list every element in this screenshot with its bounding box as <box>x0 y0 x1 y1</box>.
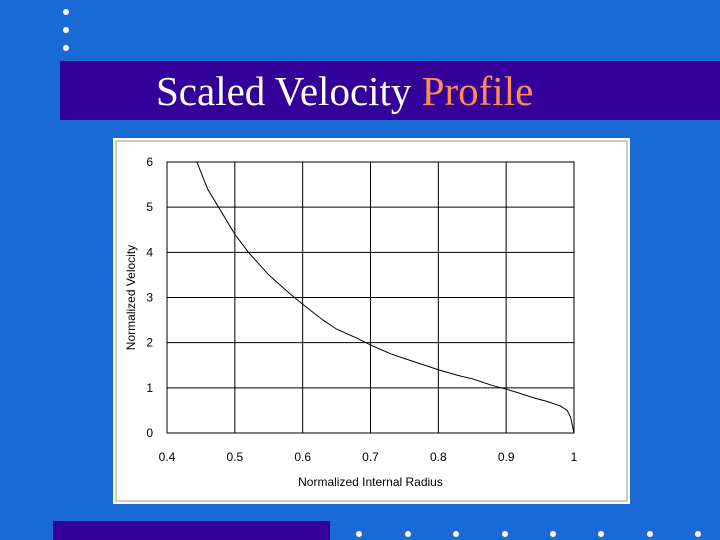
bullet-dot <box>356 531 362 537</box>
bullet-dot <box>405 531 411 537</box>
chart-border <box>115 140 628 502</box>
bullet-dot <box>63 9 69 15</box>
y-tick-label: 2 <box>146 336 153 350</box>
bullet-dot <box>598 531 604 537</box>
slide-title-main: Scaled Velocity <box>156 68 412 114</box>
bullet-dot <box>502 531 508 537</box>
bullet-dot <box>63 45 69 51</box>
y-tick-label: 6 <box>146 155 153 169</box>
y-tick-label: 1 <box>146 381 153 395</box>
y-axis-label: Normalized Velocity <box>124 245 138 350</box>
chart-frame: 0.4 0.5 0.6 0.7 0.8 0.9 1 0 1 2 3 4 5 6 Normalized I… <box>113 138 630 504</box>
x-axis-label: Normalized Internal Radius <box>298 475 443 489</box>
x-tick-label: 0.8 <box>430 450 447 464</box>
y-tick-label: 5 <box>146 200 153 214</box>
slide-title-accent: Profile <box>421 68 534 114</box>
bullet-dot <box>453 531 459 537</box>
bullet-dot <box>550 531 556 537</box>
bullet-dot <box>647 531 653 537</box>
y-tick-label: 4 <box>146 245 153 259</box>
x-axis: 0.4 0.5 0.6 0.7 0.8 0.9 1 <box>159 450 578 464</box>
x-tick-label: 1 <box>571 450 578 464</box>
bullet-dot <box>63 27 69 33</box>
y-axis: 0 1 2 3 4 5 6 <box>146 155 153 440</box>
x-tick-label: 0.5 <box>226 450 243 464</box>
x-tick-label: 0.4 <box>159 450 176 464</box>
plot-area <box>166 161 575 434</box>
y-tick-label: 0 <box>146 426 153 440</box>
x-tick-label: 0.6 <box>294 450 311 464</box>
bullet-dot <box>695 531 701 537</box>
series-group <box>196 161 575 434</box>
velocity-chart: 0.4 0.5 0.6 0.7 0.8 0.9 1 0 1 2 3 4 5 6 Normalized I… <box>115 140 628 502</box>
grid-lines <box>166 161 575 434</box>
series-line <box>196 161 575 434</box>
y-tick-label: 3 <box>146 291 153 305</box>
x-tick-label: 0.7 <box>362 450 379 464</box>
x-tick-label: 0.9 <box>498 450 515 464</box>
slide-title: Scaled Velocity Profile <box>156 67 533 115</box>
bottom-bar <box>53 521 330 540</box>
title-bar <box>60 61 720 120</box>
